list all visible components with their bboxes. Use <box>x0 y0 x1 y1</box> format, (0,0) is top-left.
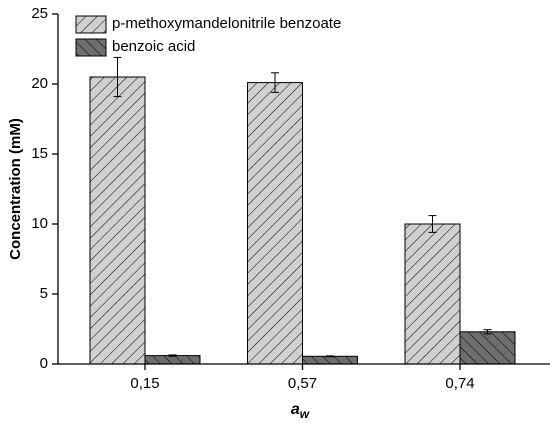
error-bar <box>428 215 437 233</box>
error-bar <box>483 329 492 335</box>
y-tick-label: 20 <box>31 75 48 92</box>
legend-swatch <box>75 15 107 34</box>
bar <box>144 355 201 365</box>
error-bar <box>271 72 279 93</box>
legend-label: p-methoxymandelonitrile benzoate <box>112 15 341 32</box>
bar <box>404 223 461 365</box>
bar <box>459 331 516 365</box>
error-bar <box>113 56 122 98</box>
y-tick-label: 25 <box>31 5 48 22</box>
error-bar <box>168 354 177 357</box>
y-tick-label: 10 <box>31 215 48 232</box>
x-tick-label: 0,74 <box>445 375 474 392</box>
y-axis-label: Concentration (mM) <box>7 118 24 260</box>
x-tick-label: 0,15 <box>130 375 159 392</box>
x-axis-label-subscript: w <box>300 407 310 421</box>
legend-swatch <box>75 38 107 57</box>
error-bar <box>326 355 334 358</box>
bar <box>89 76 146 365</box>
x-axis-label: aw <box>291 401 310 421</box>
bar <box>302 355 358 365</box>
x-tick-label: 0,57 <box>288 375 317 392</box>
y-tick-label: 0 <box>40 355 48 372</box>
bar <box>247 82 303 365</box>
x-axis-label-main: a <box>291 401 300 418</box>
legend-label: benzoic acid <box>112 38 195 55</box>
y-tick-label: 15 <box>31 145 48 162</box>
y-tick-label: 5 <box>40 285 48 302</box>
